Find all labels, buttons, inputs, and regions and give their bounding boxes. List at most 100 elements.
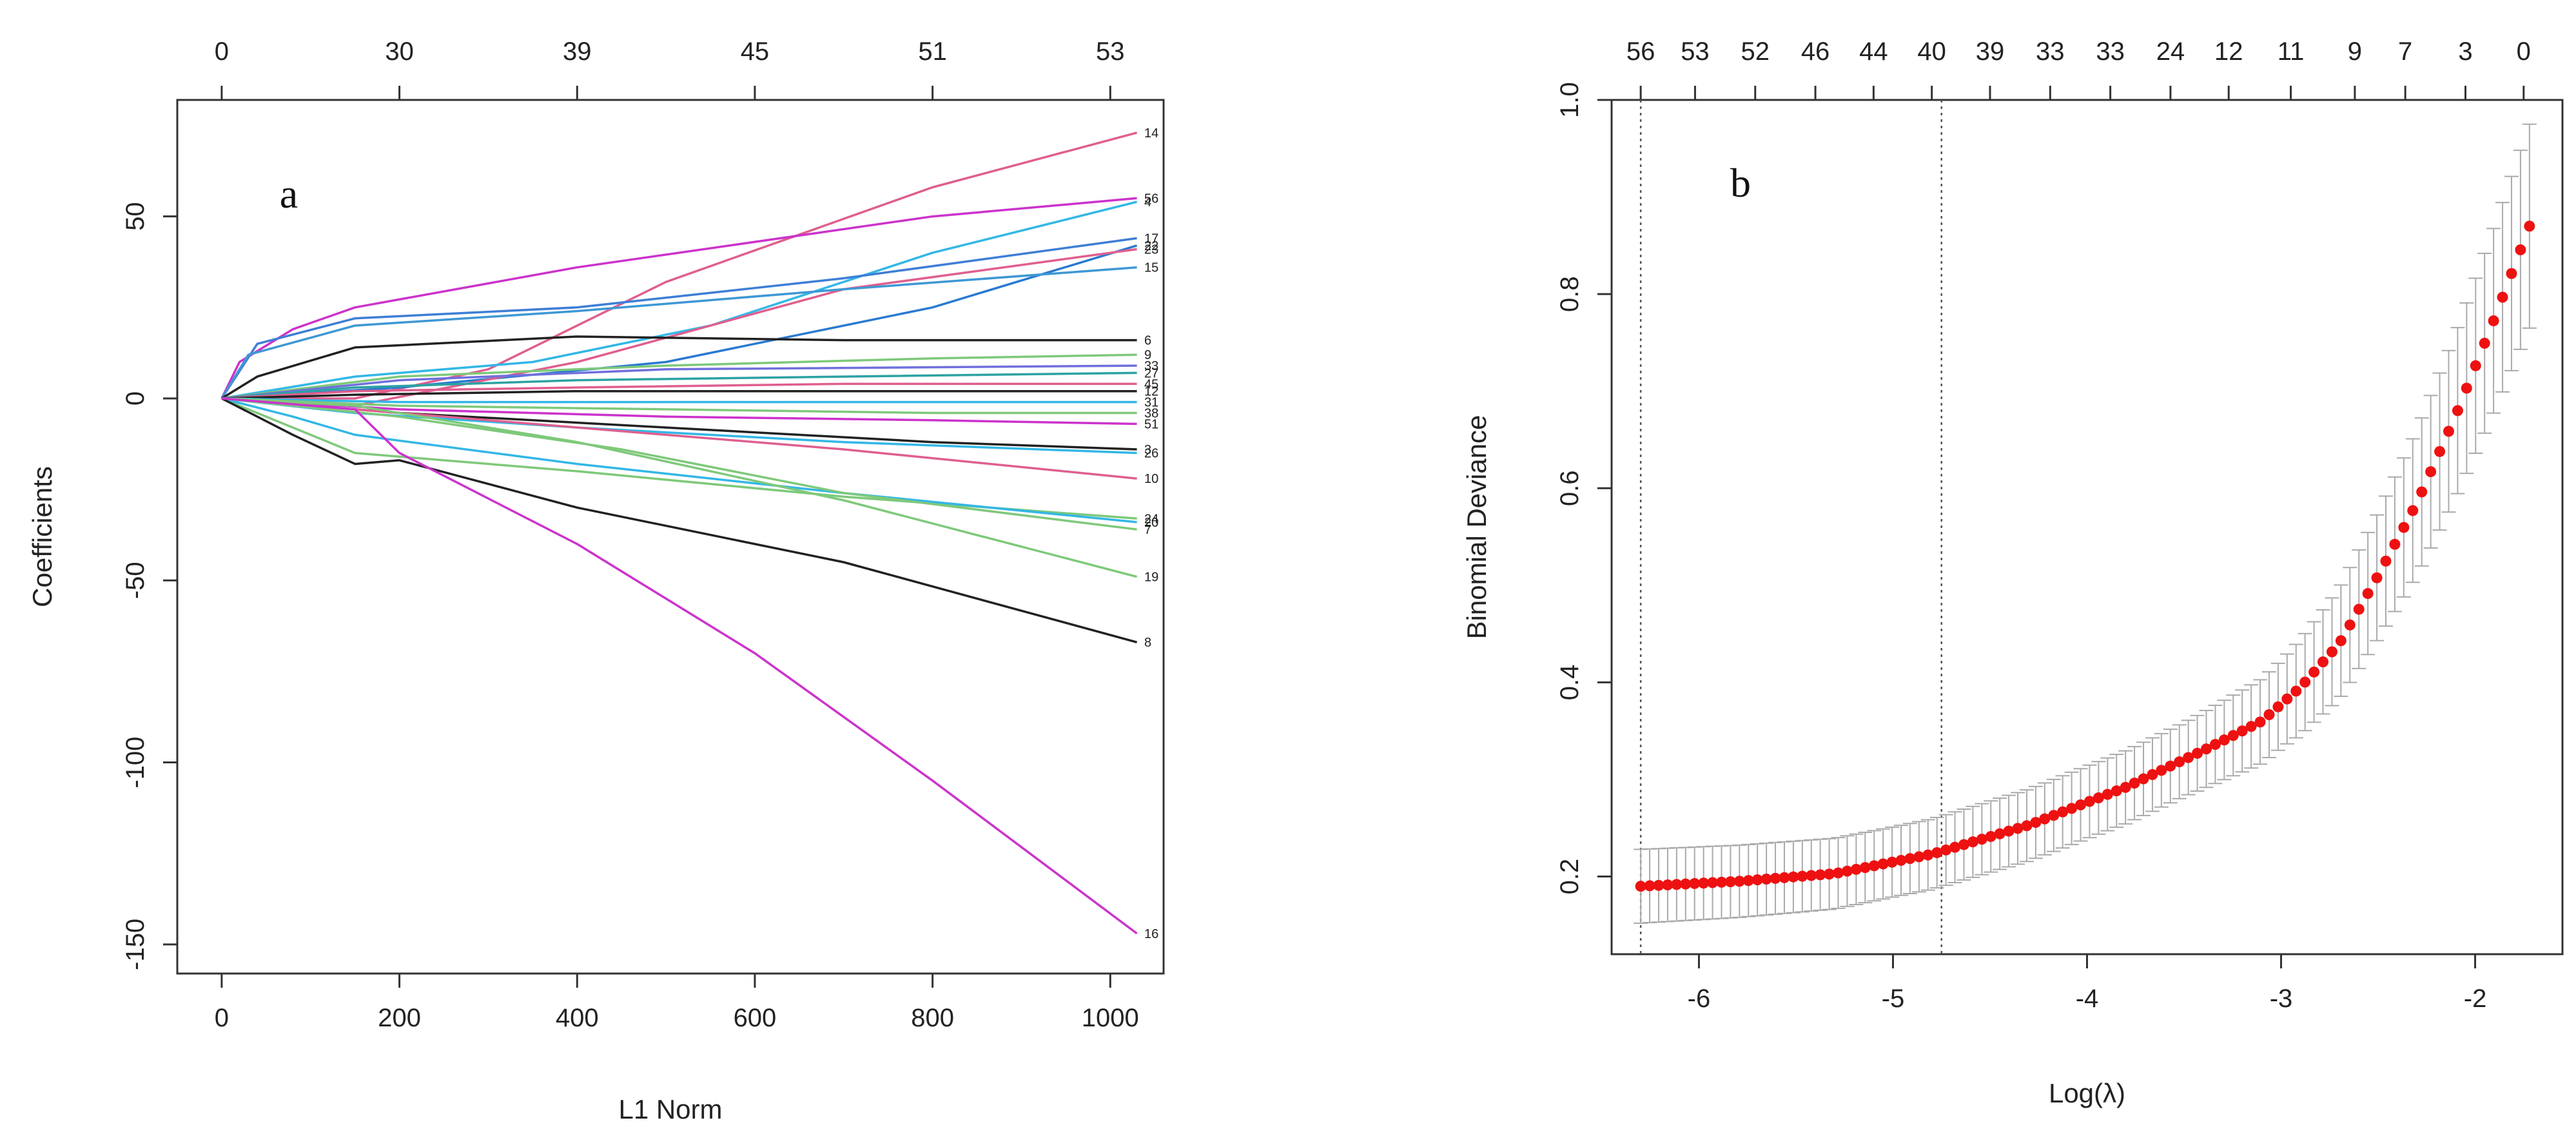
y-tick-label: 0 (121, 391, 150, 406)
coef-path-8 (221, 397, 1138, 643)
path-end-label: 23 (1144, 242, 1158, 257)
deviance-point (1850, 863, 1862, 875)
deviance-point (1949, 841, 1961, 853)
path-end-label: 15 (1144, 261, 1158, 275)
deviance-point (2488, 315, 2499, 327)
deviance-point (2030, 817, 2042, 828)
x-tick-label: -3 (2270, 984, 2293, 1013)
top-tick-label: 30 (385, 37, 414, 66)
deviance-point (1733, 876, 1745, 887)
deviance-point (2308, 666, 2320, 678)
deviance-point (1895, 854, 1907, 866)
deviance-point (1886, 856, 1898, 868)
deviance-point (2290, 685, 2302, 697)
top-tick-label: 53 (1096, 37, 1125, 66)
deviance-point (2066, 803, 2078, 814)
deviance-point (2425, 466, 2437, 478)
path-end-label: 27 (1144, 366, 1158, 380)
deviance-point (2183, 752, 2194, 763)
deviance-point (2129, 778, 2140, 789)
path-end-label: 51 (1144, 417, 1158, 431)
deviance-point (2209, 739, 2221, 750)
deviance-point (1806, 870, 1817, 881)
top-tick-label: 0 (2517, 37, 2531, 66)
deviance-point (1841, 865, 1853, 877)
panel-label: a (280, 171, 298, 217)
x-tick-label: -5 (1882, 984, 1905, 1013)
path-end-label: 19 (1144, 571, 1158, 585)
deviance-point (2362, 588, 2374, 600)
deviance-point (2138, 773, 2149, 785)
coef-path-15 (220, 266, 1137, 399)
deviance-point (1644, 880, 1655, 892)
deviance-point (2398, 522, 2410, 533)
coef-path-16 (221, 397, 1138, 935)
coef-path-9 (221, 353, 1137, 400)
path-end-label: 9 (1144, 348, 1151, 362)
deviance-point (2039, 813, 2051, 825)
deviance-point (1967, 836, 1978, 848)
deviance-point (1653, 879, 1664, 891)
deviance-point (1859, 862, 1871, 874)
top-tick-label: 3 (2458, 37, 2472, 66)
path-end-label: 6 (1144, 334, 1151, 348)
deviance-point (2461, 382, 2472, 394)
deviance-point (2147, 769, 2158, 780)
x-tick-label: 600 (734, 1004, 777, 1032)
deviance-point (2452, 405, 2463, 416)
deviance-point (1715, 876, 1727, 888)
deviance-point (2344, 619, 2356, 631)
deviance-point (2021, 820, 2033, 832)
y-tick-label: 50 (121, 202, 150, 231)
deviance-point (1877, 858, 1889, 870)
deviance-point (2192, 747, 2203, 759)
deviance-point (2416, 486, 2428, 498)
deviance-point (2218, 734, 2230, 746)
deviance-point (2200, 743, 2212, 755)
deviance-point (1833, 867, 1844, 879)
deviance-point (1779, 872, 1790, 883)
deviance-point (1940, 844, 1952, 856)
path-end-label: 22 (1144, 239, 1158, 253)
deviance-point (2263, 709, 2275, 721)
top-tick-label: 46 (1801, 37, 1830, 66)
top-tick-label: 9 (2348, 37, 2362, 66)
deviance-point (2093, 792, 2104, 804)
deviance-point (1824, 868, 1835, 880)
deviance-point (2245, 721, 2257, 732)
deviance-point (2165, 760, 2176, 772)
path-end-label: 7 (1144, 523, 1151, 537)
top-tick-label: 7 (2398, 37, 2412, 66)
plot-frame (1610, 99, 2564, 955)
path-end-label: 10 (1144, 472, 1158, 486)
deviance-point (2012, 823, 2024, 834)
deviance-point (1671, 879, 1683, 890)
deviance-point (1742, 875, 1754, 886)
deviance-point (2443, 426, 2454, 437)
y-tick-label: -150 (121, 919, 150, 970)
top-tick-label: 51 (918, 37, 947, 66)
deviance-point (2057, 806, 2069, 818)
deviance-point (1931, 847, 1943, 859)
deviance-point (2156, 765, 2167, 776)
top-tick-label: 44 (1859, 37, 1888, 66)
path-end-label: 14 (1144, 126, 1158, 141)
deviance-point (1662, 879, 1673, 891)
coef-path-12 (221, 389, 1137, 400)
deviance-point (2317, 656, 2329, 668)
top-tick-label: 40 (1917, 37, 1946, 66)
coef-path-33 (221, 364, 1137, 400)
path-end-label: 26 (1144, 447, 1158, 461)
deviance-point (2497, 291, 2508, 303)
deviance-point (2434, 446, 2446, 457)
path-end-label: 24 (1144, 512, 1158, 526)
deviance-point (2048, 810, 2060, 821)
deviance-point (2111, 785, 2122, 797)
deviance-point (2299, 676, 2311, 688)
deviance-point (1707, 877, 1719, 888)
x-axis-title: L1 Norm (618, 1094, 722, 1124)
top-tick-label: 12 (2214, 37, 2243, 66)
coef-path-4 (221, 201, 1138, 400)
deviance-point (2353, 603, 2365, 615)
